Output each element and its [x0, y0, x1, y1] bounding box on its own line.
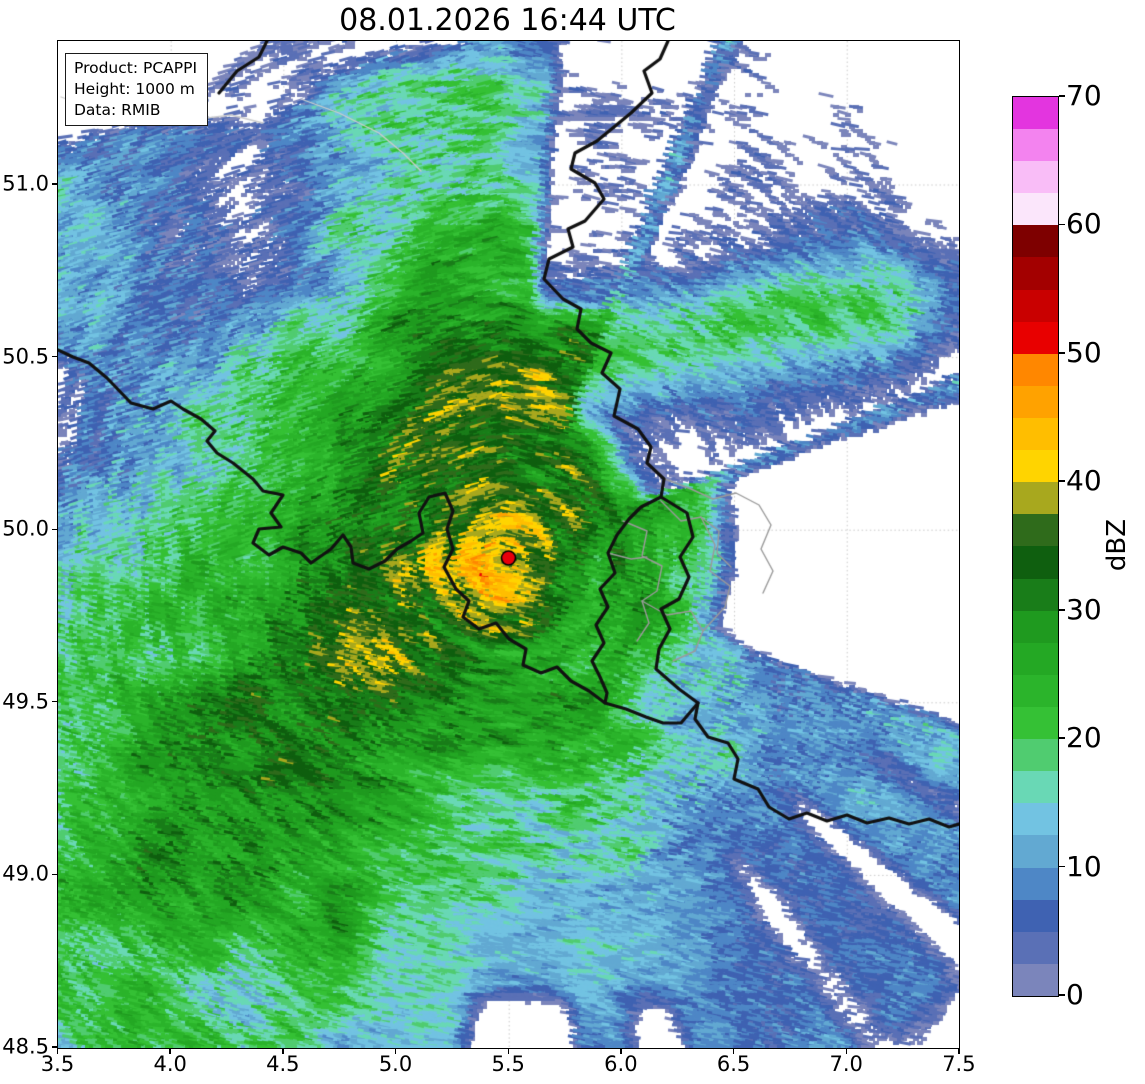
colorbar-segment: [1013, 129, 1058, 162]
colorbar-segment: [1013, 578, 1058, 611]
colorbar-segment: [1013, 835, 1058, 868]
colorbar-segment: [1013, 161, 1058, 194]
colorbar-segment: [1013, 899, 1058, 932]
colorbar-segment: [1013, 546, 1058, 579]
colorbar-segment: [1013, 225, 1058, 258]
x-tick-label: 4.5: [266, 1052, 300, 1076]
y-tick-mark: [52, 528, 57, 530]
y-tick-mark: [52, 1046, 57, 1048]
colorbar-tick-mark: [1058, 95, 1065, 97]
colorbar-segment: [1013, 482, 1058, 515]
y-tick-mark: [52, 183, 57, 185]
y-tick-label: 49.5: [2, 689, 49, 714]
radar-reflectivity-canvas: [58, 41, 959, 1048]
x-tick-mark: [394, 1048, 397, 1054]
x-tick-mark: [56, 1048, 59, 1054]
y-tick-mark: [52, 355, 57, 358]
colorbar-axis-label: dBZ: [1102, 518, 1132, 572]
y-tick-label: 50.5: [2, 344, 49, 369]
colorbar-tick-label: 20: [1066, 720, 1102, 754]
map-plot-area: [57, 40, 960, 1049]
y-tick-label: 51.0: [2, 171, 49, 196]
x-tick-label: 6.5: [716, 1052, 751, 1076]
x-tick-label: 3.5: [40, 1052, 75, 1076]
colorbar-tick-mark: [1058, 480, 1065, 483]
colorbar-segment: [1013, 739, 1058, 772]
colorbar-tick-label: 40: [1066, 464, 1102, 498]
x-tick-mark: [958, 1048, 960, 1054]
colorbar-segment: [1013, 963, 1058, 996]
x-tick-label: 4.0: [153, 1052, 187, 1076]
info-height: Height: 1000 m: [74, 79, 195, 98]
colorbar-tick-mark: [1058, 737, 1065, 739]
info-data-source: Data: RMIB: [74, 100, 161, 119]
colorbar-segment: [1013, 418, 1058, 451]
colorbar-tick-mark: [1058, 223, 1065, 226]
x-tick-label: 7.5: [942, 1052, 976, 1076]
y-tick-label: 50.0: [2, 516, 49, 541]
colorbar: [1012, 96, 1059, 997]
y-tick-label: 48.5: [2, 1034, 49, 1059]
x-tick-mark: [169, 1048, 171, 1054]
colorbar-tick-mark: [1058, 608, 1065, 611]
colorbar-segment: [1013, 450, 1058, 483]
x-tick-mark: [620, 1048, 622, 1054]
info-product: Product: PCAPPI: [74, 59, 198, 77]
colorbar-tick-label: 70: [1066, 78, 1102, 112]
colorbar-segment: [1013, 803, 1058, 836]
colorbar-tick-label: 10: [1066, 849, 1102, 883]
x-tick-mark: [282, 1048, 284, 1054]
figure-title: 08.01.2026 16:44 UTC: [339, 3, 676, 38]
colorbar-segment: [1013, 707, 1058, 740]
colorbar-segment: [1013, 193, 1058, 226]
colorbar-tick-mark: [1058, 994, 1065, 996]
colorbar-segment: [1013, 96, 1058, 130]
x-tick-mark: [507, 1048, 509, 1054]
colorbar-segment: [1013, 642, 1058, 675]
colorbar-segment: [1013, 867, 1058, 900]
colorbar-tick-mark: [1058, 865, 1065, 868]
x-tick-label: 6.0: [604, 1052, 638, 1076]
x-tick-label: 7.0: [829, 1052, 863, 1076]
product-info-box: Product: PCAPPI Height: 1000 m Data: RMI…: [65, 53, 209, 127]
colorbar-segment: [1013, 321, 1058, 354]
colorbar-segment: [1013, 610, 1058, 643]
colorbar-segment: [1013, 931, 1058, 964]
colorbar-segment: [1013, 674, 1058, 708]
colorbar-tick-label: 60: [1066, 207, 1102, 241]
y-tick-label: 49.0: [2, 861, 49, 886]
y-tick-mark: [52, 701, 57, 703]
x-tick-mark: [845, 1048, 847, 1054]
y-tick-mark: [52, 873, 57, 876]
colorbar-segment: [1013, 514, 1058, 547]
x-tick-mark: [732, 1048, 735, 1054]
colorbar-tick-mark: [1058, 352, 1065, 354]
x-tick-label: 5.5: [491, 1052, 525, 1076]
colorbar-tick-label: 50: [1066, 335, 1102, 369]
colorbar-segment: [1013, 385, 1058, 419]
colorbar-segment: [1013, 289, 1058, 322]
colorbar-segment: [1013, 771, 1058, 804]
colorbar-segment: [1013, 257, 1058, 290]
x-tick-label: 5.0: [378, 1052, 413, 1076]
colorbar-tick-label: 0: [1066, 977, 1084, 1011]
colorbar-tick-label: 30: [1066, 592, 1102, 626]
colorbar-segment: [1013, 353, 1058, 386]
